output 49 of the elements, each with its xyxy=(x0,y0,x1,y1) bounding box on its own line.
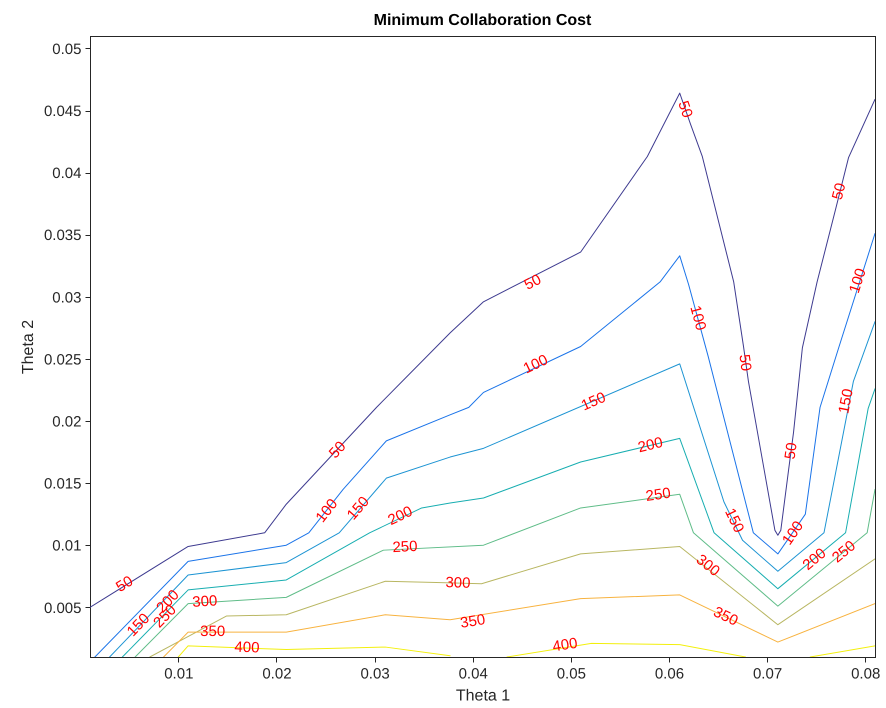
annotation: 100 xyxy=(520,351,551,378)
y-tick-label: 0.035 xyxy=(44,227,82,244)
annotation: 350 xyxy=(459,611,486,632)
y-tick-label: 0.015 xyxy=(44,476,82,493)
annotation: 50 xyxy=(735,353,755,372)
x-tick-label: 0.02 xyxy=(262,666,292,682)
x-tick-label: 0.04 xyxy=(458,666,488,682)
annotation: 250 xyxy=(392,538,418,556)
x-tick-label: 0.03 xyxy=(360,666,390,682)
annotation: 150 xyxy=(721,506,748,536)
x-tick-label: 0.07 xyxy=(752,666,782,682)
annotation: 50 xyxy=(326,438,350,462)
annotation: 50 xyxy=(521,270,544,294)
y-tick-label: 0.005 xyxy=(44,600,82,617)
annotation: 50 xyxy=(828,181,850,202)
y-tick-label: 0.045 xyxy=(44,103,82,120)
x-axis-title: Theta 1 xyxy=(456,688,510,704)
x-tick-label: 0.08 xyxy=(851,666,880,682)
annotation: 50 xyxy=(113,572,136,596)
y-tick-label: 0.02 xyxy=(52,414,82,431)
x-tick-label: 0.05 xyxy=(556,666,586,682)
annotation: 350 xyxy=(710,603,741,630)
annotation: 100 xyxy=(686,304,710,332)
annotation: 250 xyxy=(828,537,859,566)
annotation: 100 xyxy=(312,496,342,526)
y-tick-label: 0.05 xyxy=(52,40,82,58)
annotation: 150 xyxy=(835,387,857,416)
x-tick-label: 0.01 xyxy=(164,666,194,682)
annotation: 200 xyxy=(385,502,416,529)
annotation: 200 xyxy=(636,434,665,456)
chart-title: Minimum Collaboration Cost xyxy=(374,12,592,29)
annotation: 50 xyxy=(674,98,696,120)
annotation: 150 xyxy=(578,388,608,414)
annotation: 150 xyxy=(124,610,154,640)
line-series xyxy=(94,232,875,657)
y-tick-label: 0.03 xyxy=(52,289,82,306)
annotation: 150 xyxy=(344,493,373,524)
annotation: 300 xyxy=(692,551,723,580)
annotation: 400 xyxy=(551,634,579,656)
annotation: 250 xyxy=(644,484,672,505)
y-tick-label: 0.025 xyxy=(44,351,82,368)
x-tick-label: 0.06 xyxy=(654,666,684,682)
y-tick-label: 0.01 xyxy=(52,538,82,555)
annotation: 50 xyxy=(782,442,801,460)
annotation: 300 xyxy=(192,592,218,611)
y-axis-title: Theta 2 xyxy=(20,320,37,374)
annotation: 400 xyxy=(234,638,260,657)
y-tick-label: 0.04 xyxy=(52,165,82,182)
annotation: 100 xyxy=(846,266,870,296)
